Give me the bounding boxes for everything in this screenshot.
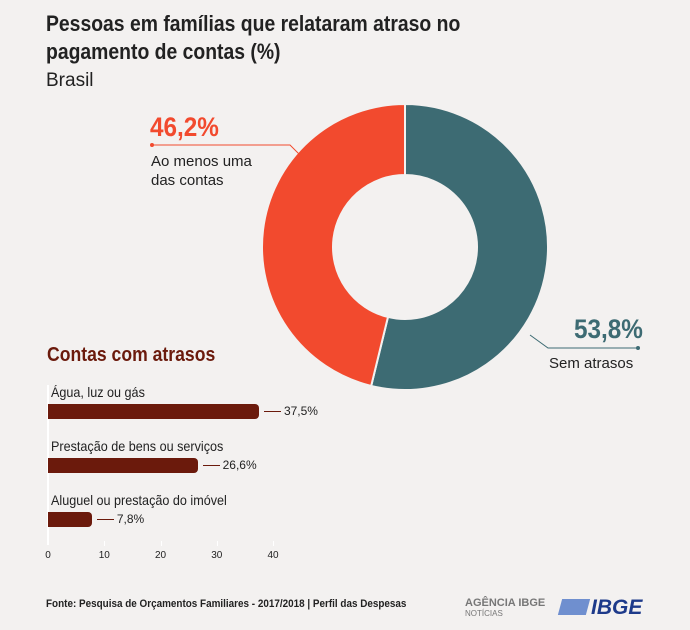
bar-value-label: 26,6% xyxy=(222,458,257,472)
bar xyxy=(48,512,92,527)
leader-line xyxy=(529,334,638,349)
donut-slice-red xyxy=(261,102,406,388)
slice-label-value-red: 46,2% xyxy=(150,112,219,142)
chart-title: Pessoas em famílias que relataram atraso… xyxy=(46,11,461,64)
ibge-logo: IBGE xyxy=(557,596,643,620)
source-note: Fonte: Pesquisa de Orçamentos Familiares… xyxy=(46,598,407,610)
x-tick xyxy=(104,541,106,546)
x-tick-label: 0 xyxy=(45,550,51,561)
x-tick-label: 20 xyxy=(154,550,167,561)
bar-value-label: 7,8% xyxy=(116,512,145,526)
leader-line xyxy=(152,144,321,176)
x-tick xyxy=(160,541,162,546)
bar-arrow xyxy=(263,411,281,412)
slice-label-value-teal: 53,8% xyxy=(574,314,643,344)
bar-value-label: 37,5% xyxy=(283,404,318,418)
leader-dot xyxy=(636,346,640,350)
donut-slice-teal xyxy=(369,102,549,391)
x-tick xyxy=(216,541,218,546)
chart-subtitle: Brasil xyxy=(46,70,94,91)
bar-arrow xyxy=(202,465,220,466)
x-tick-label: 10 xyxy=(98,550,110,561)
leader-dot xyxy=(150,143,154,147)
agencia-ibge-logo: AGÊNCIA IBGE NOTÍCIAS xyxy=(465,598,545,619)
x-tick xyxy=(273,541,274,546)
noticias-text: NOTÍCIAS xyxy=(465,609,503,618)
bar-category-label: Aluguel ou prestação do imóvel xyxy=(51,492,227,508)
bar-category-label: Prestação de bens ou serviços xyxy=(51,438,224,454)
bar-arrow xyxy=(96,519,114,520)
ibge-text: IBGE xyxy=(591,596,643,619)
bar-category-label: Água, luz ou gás xyxy=(51,384,145,400)
agencia-text: AGÊNCIA IBGE xyxy=(465,597,546,609)
bar xyxy=(48,404,259,419)
x-tick-label: 30 xyxy=(211,550,223,561)
bar xyxy=(48,458,198,473)
slice-label-red: Ao menos uma das contas xyxy=(151,153,252,189)
x-tick-label: 40 xyxy=(267,550,279,561)
slice-label-teal: Sem atrasos xyxy=(549,355,634,372)
bar-chart-title: Contas com atrasos xyxy=(47,344,216,366)
